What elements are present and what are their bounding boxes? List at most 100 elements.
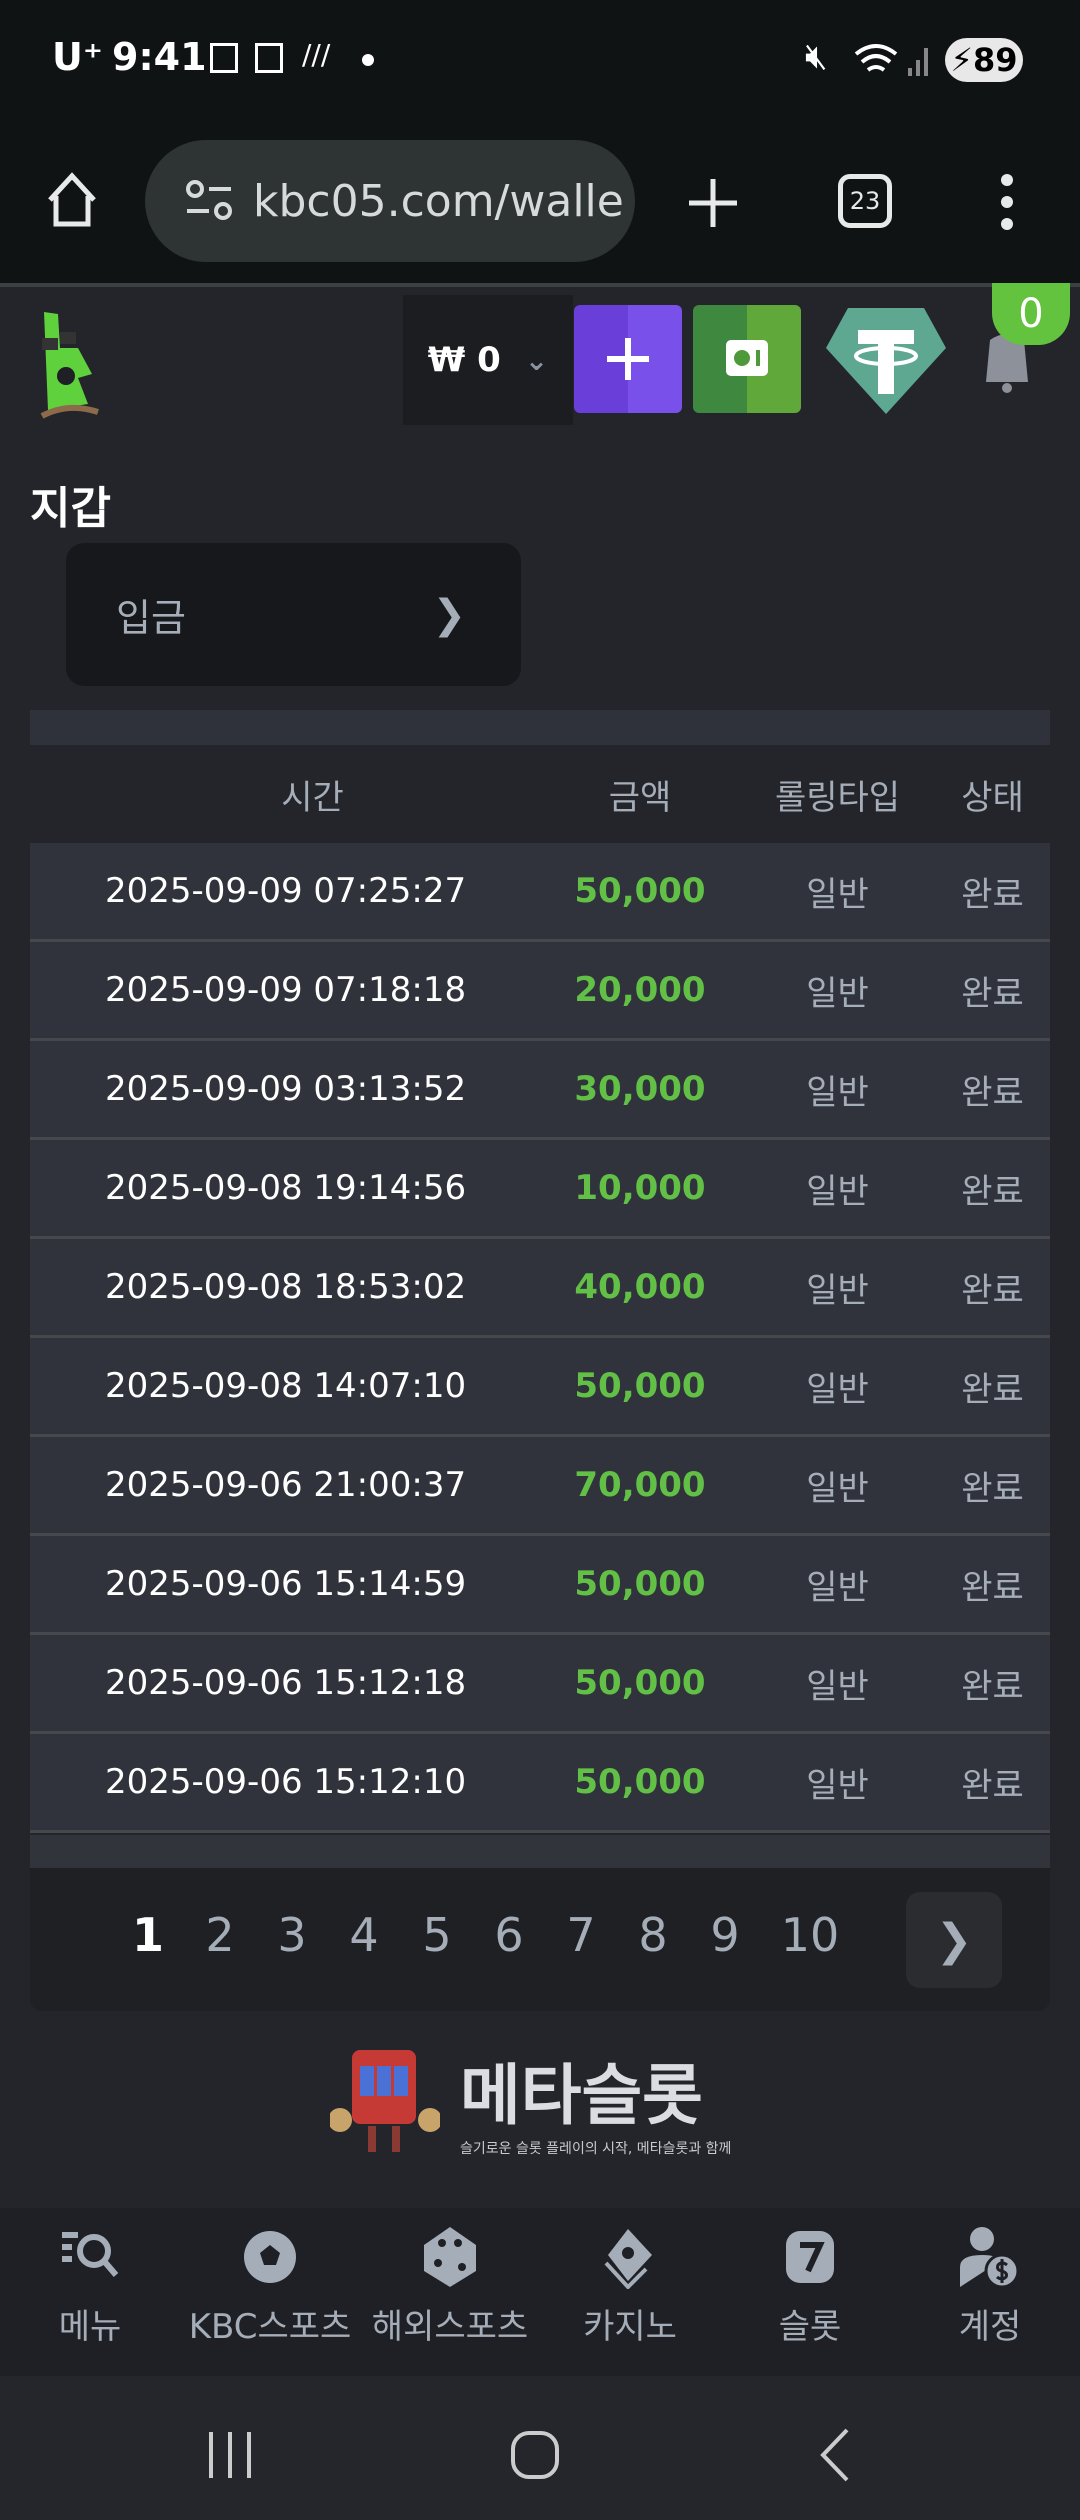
table-row: 2025-09-09 07:25:27 50,000 일반 완료 xyxy=(30,843,1050,942)
nav-item-label: 슬롯 xyxy=(778,2307,842,2347)
tether-button[interactable] xyxy=(826,308,946,414)
cell-time: 2025-09-08 14:07:10 xyxy=(105,1366,467,1406)
nav-item-menu-search[interactable]: 메뉴 xyxy=(0,2225,180,2348)
cell-status: 완료 xyxy=(961,874,1024,915)
page-3-button[interactable]: 3 xyxy=(277,1908,307,1962)
chevron-right-icon: ❯ xyxy=(935,1914,973,1966)
cell-rolling-type: 일반 xyxy=(806,1369,869,1410)
url-text: kbc05.com/walle xyxy=(253,175,624,227)
carrier: U⁺ xyxy=(52,35,103,79)
notification-badge: 0 xyxy=(992,283,1070,345)
page-6-button[interactable]: 6 xyxy=(494,1908,524,1962)
back-icon[interactable] xyxy=(815,2428,855,2482)
page-10-button[interactable]: 10 xyxy=(780,1908,840,1962)
table-row: 2025-09-09 03:13:52 30,000 일반 완료 xyxy=(30,1041,1050,1140)
cell-time: 2025-09-09 07:25:27 xyxy=(105,871,467,911)
cell-amount: 10,000 xyxy=(574,1168,706,1208)
cell-amount: 40,000 xyxy=(574,1267,706,1307)
cell-time: 2025-09-06 15:14:59 xyxy=(105,1564,467,1604)
nav-item-dice[interactable]: 해외스포츠 xyxy=(360,2225,540,2348)
vault-button[interactable] xyxy=(693,305,801,413)
chevron-right-icon: ❯ xyxy=(432,591,466,638)
page-title: 지갑 xyxy=(30,483,111,534)
column-header-time: 시간 xyxy=(281,777,344,818)
cell-time: 2025-09-06 15:12:18 xyxy=(105,1663,467,1703)
cell-status: 완료 xyxy=(961,1072,1024,1113)
nav-item-label: 카지노 xyxy=(583,2307,677,2347)
system-navigation-bar xyxy=(0,2376,1080,2520)
cell-rolling-type: 일반 xyxy=(806,1666,869,1707)
page-1-button[interactable]: 1 xyxy=(131,1908,164,1962)
transaction-table: 2025-09-09 07:25:27 50,000 일반 완료 2025-09-09 … xyxy=(30,843,1050,1833)
page-2-button[interactable]: 2 xyxy=(205,1908,235,1962)
cell-amount: 20,000 xyxy=(574,970,706,1010)
deposit-label: 입금 xyxy=(116,596,186,640)
battery-indicator: ⚡ 89 xyxy=(945,38,1023,82)
cell-amount: 50,000 xyxy=(574,871,706,911)
cell-amount: 30,000 xyxy=(574,1069,706,1109)
table-row: 2025-09-08 19:14:56 10,000 일반 완료 xyxy=(30,1140,1050,1239)
bell-icon[interactable] xyxy=(982,330,1032,410)
column-header-amount: 금액 xyxy=(608,777,672,818)
nav-item-cards[interactable]: 카지노 xyxy=(540,2225,720,2348)
table-header: 시간 금액 롤링타입 상태 xyxy=(30,745,1050,843)
notification-icon xyxy=(255,43,283,73)
table-row: 2025-09-06 15:12:10 50,000 일반 완료 xyxy=(30,1734,1050,1833)
nav-item-label: 메뉴 xyxy=(58,2307,122,2347)
cell-status: 완료 xyxy=(961,973,1024,1014)
new-tab-icon[interactable] xyxy=(685,175,741,231)
dot-icon xyxy=(362,54,374,66)
dice-icon xyxy=(424,2227,476,2287)
cards-icon xyxy=(604,2229,652,2289)
table-row: 2025-09-06 15:12:18 50,000 일반 완료 xyxy=(30,1635,1050,1734)
deposit-plus-button[interactable] xyxy=(574,305,682,413)
cell-rolling-type: 일반 xyxy=(806,1171,869,1212)
page-8-button[interactable]: 8 xyxy=(638,1908,668,1962)
cell-time: 2025-09-09 03:13:52 xyxy=(105,1069,467,1109)
page-4-button[interactable]: 4 xyxy=(349,1908,379,1962)
slot-machine-mascot-logo xyxy=(330,2050,440,2152)
address-bar[interactable]: kbc05.com/walle xyxy=(145,140,635,262)
column-header-rolling-type: 롤링타입 xyxy=(774,777,901,818)
balance-selector[interactable]: ₩ 0 ⌄ xyxy=(403,295,573,425)
cell-status: 완료 xyxy=(961,1369,1024,1410)
cell-rolling-type: 일반 xyxy=(806,1765,869,1806)
cell-amount: 50,000 xyxy=(574,1366,706,1406)
cell-status: 완료 xyxy=(961,1171,1024,1212)
cell-amount: 70,000 xyxy=(574,1465,706,1505)
nav-item-soccer-ball[interactable]: KBC스포츠 xyxy=(180,2225,360,2348)
site-logo[interactable] xyxy=(38,308,120,420)
cell-amount: 50,000 xyxy=(574,1564,706,1604)
cell-status: 완료 xyxy=(961,1270,1024,1311)
notification-count: 0 xyxy=(1018,291,1044,337)
nav-item-label: 해외스포츠 xyxy=(371,2307,529,2347)
nav-item-account-coin[interactable]: 계정 xyxy=(900,2225,1080,2348)
balance-amount: ₩ 0 xyxy=(427,340,501,380)
nav-item-label: KBC스포츠 xyxy=(188,2307,352,2347)
recent-apps-icon[interactable] xyxy=(205,2430,255,2480)
cell-rolling-type: 일반 xyxy=(806,874,869,915)
notification-icon xyxy=(210,43,238,73)
site-settings-icon[interactable] xyxy=(185,179,233,223)
watermark-subtitle: 슬기로운 슬롯 플레이의 시작, 메타슬롯과 함께 xyxy=(460,2141,732,2157)
table-top-band xyxy=(30,710,1050,745)
nav-item-slot-seven[interactable]: 슬롯 xyxy=(720,2225,900,2348)
watermark-title: 메타슬롯 xyxy=(460,2057,703,2134)
wifi-signal-icon xyxy=(854,44,928,76)
next-page-button[interactable]: ❯ xyxy=(906,1892,1002,1988)
table-row: 2025-09-08 14:07:10 50,000 일반 완료 xyxy=(30,1338,1050,1437)
tab-count: 23 xyxy=(849,187,881,215)
more-menu-icon[interactable] xyxy=(995,172,1019,232)
page-9-button[interactable]: 9 xyxy=(710,1908,740,1962)
pagination xyxy=(30,1868,1050,2011)
home-button-icon[interactable] xyxy=(510,2430,560,2480)
bottom-navigation xyxy=(0,2208,1080,2376)
tab-switcher-button[interactable]: 23 xyxy=(838,174,892,228)
deposit-link[interactable]: 입금 ❯ xyxy=(66,543,521,686)
home-icon[interactable] xyxy=(42,170,102,230)
cell-time: 2025-09-06 15:12:10 xyxy=(105,1762,467,1802)
column-header-status: 상태 xyxy=(961,777,1024,818)
page-5-button[interactable]: 5 xyxy=(422,1908,452,1962)
cell-rolling-type: 일반 xyxy=(806,973,869,1014)
page-7-button[interactable]: 7 xyxy=(566,1908,596,1962)
